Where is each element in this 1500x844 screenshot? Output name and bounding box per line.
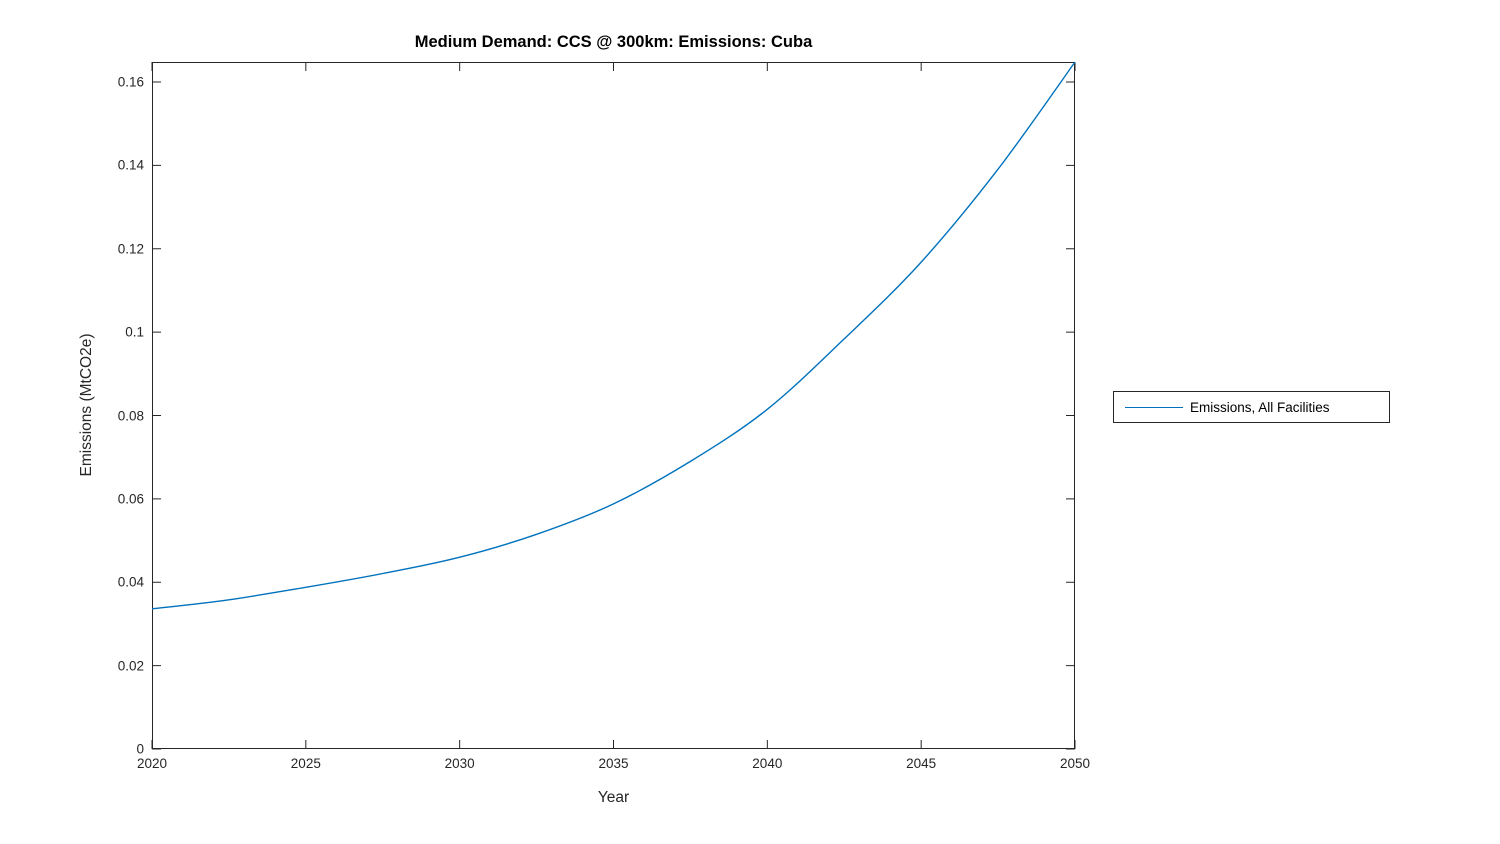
- x-axis-label: Year: [597, 789, 630, 806]
- y-axis-label: Emissions (MtCO2e): [78, 333, 95, 477]
- y-tick-label: 0.12: [117, 241, 144, 257]
- x-tick-label: 2030: [444, 756, 475, 771]
- y-tick-label: 0.06: [117, 491, 144, 507]
- x-tick-label: 2045: [906, 756, 937, 771]
- y-tick-label: 0.08: [117, 408, 144, 423]
- x-tick-label: 2050: [1059, 756, 1091, 771]
- plot-area: [152, 62, 1075, 749]
- y-tick-label: 0.04: [117, 574, 144, 590]
- x-tick-label: 2040: [752, 756, 783, 771]
- y-tick-label: 0.16: [117, 74, 144, 90]
- x-tick-label: 2035: [598, 756, 629, 771]
- legend-line-sample: [1125, 406, 1183, 408]
- x-tick-label: 2025: [290, 756, 321, 771]
- y-tick-label: 0.14: [117, 157, 144, 173]
- y-tick-label: 0.02: [117, 658, 144, 674]
- legend: Emissions, All Facilities: [1113, 391, 1390, 423]
- y-tick-label: 0: [136, 741, 144, 757]
- x-tick-label: 2020: [136, 756, 168, 771]
- chart-title: Medium Demand: CCS @ 300km: Emissions: C…: [414, 33, 813, 51]
- legend-entry-label: Emissions, All Facilities: [1190, 399, 1330, 415]
- y-tick-label: 0.1: [125, 324, 144, 340]
